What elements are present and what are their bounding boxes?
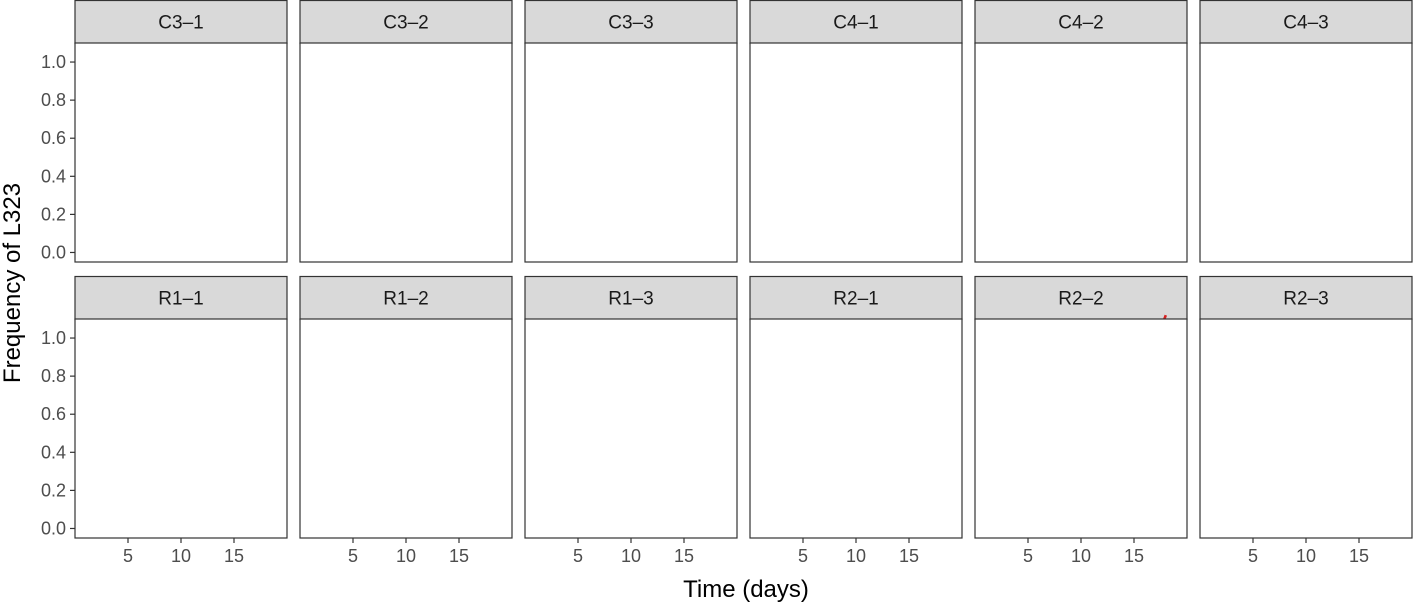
- facet-strip: [749, 0, 963, 45]
- panel-border: [749, 42, 963, 263]
- facet-title: C4–1: [833, 13, 878, 34]
- facet-strip: [74, 0, 288, 45]
- facet-strip: [524, 275, 738, 321]
- x-tick-label: 15: [1349, 546, 1369, 566]
- x-tick-label: 15: [899, 546, 919, 566]
- x-tick-label: 15: [1124, 546, 1144, 566]
- facet-title: C4–2: [1058, 13, 1103, 34]
- facet-panel: C4–2: [974, 0, 1188, 263]
- x-tick-label: 10: [621, 546, 641, 566]
- facet-strip: [74, 275, 288, 321]
- y-tick-label: 1.0: [41, 328, 66, 348]
- x-tick-label: 5: [1248, 546, 1258, 566]
- facet-title: C3–3: [608, 13, 653, 34]
- panel-border: [749, 318, 963, 539]
- facet-strip: [1199, 275, 1413, 321]
- facet-panel: R2–1: [749, 275, 963, 539]
- facet-title: R1–2: [383, 289, 428, 310]
- x-tick-label: 15: [449, 546, 469, 566]
- x-tick-label: 10: [1296, 546, 1316, 566]
- x-tick-label: 15: [674, 546, 694, 566]
- y-tick-label: 0.2: [41, 480, 66, 500]
- x-tick-label: 5: [123, 546, 133, 566]
- y-tick-label: 0.8: [41, 366, 66, 386]
- facet-strip: [299, 0, 513, 45]
- facet-panel: C4–3: [1199, 0, 1413, 263]
- facet-title: R1–3: [608, 289, 653, 310]
- panel-border: [524, 42, 738, 263]
- facet-panel: R1–1: [74, 275, 288, 539]
- x-tick-label: 5: [1023, 546, 1033, 566]
- facet-title: C3–2: [383, 13, 428, 34]
- facet-strip: [749, 275, 963, 321]
- facet-title: C4–3: [1283, 13, 1328, 34]
- x-tick-label: 10: [396, 546, 416, 566]
- panel-border: [74, 318, 288, 539]
- facet-strip: [974, 0, 1188, 45]
- x-tick-label: 10: [1071, 546, 1091, 566]
- facet-panel: R2–3: [1199, 275, 1413, 539]
- x-axis-layer: 5 10 15 5 10 15 5 10 15 5 10 15 5 10 15 5 10 15: [123, 538, 1369, 566]
- x-axis-title: Time (days): [683, 576, 809, 603]
- facet-panel: R1–3: [524, 275, 738, 539]
- panel-border: [74, 42, 288, 263]
- y-tick-label: 0.6: [41, 128, 66, 148]
- facet-panel: C3–1: [74, 0, 288, 263]
- facet-panel: C4–1: [749, 0, 963, 263]
- facet-title: R2–3: [1283, 289, 1328, 310]
- y-tick-label: 0.2: [41, 204, 66, 224]
- y-axis-layer: 0.0 0.2 0.4 0.6 0.8 1.0 0.0 0.2 0.4 0.6 0.8 1.0: [41, 52, 75, 538]
- facet-panel: R2–2: [974, 275, 1188, 539]
- y-tick-label: 0.0: [41, 242, 66, 262]
- x-tick-label: 10: [846, 546, 866, 566]
- x-tick-label: 10: [171, 546, 191, 566]
- facet-panel: C3–2: [299, 0, 513, 263]
- panels-layer: C3–1 C3–2 C3–3 C4–1 C4–2 C4–3 R1–1 R1–2 R1–3 R2–1…: [74, 0, 1413, 539]
- y-tick-label: 0.8: [41, 90, 66, 110]
- x-tick-label: 5: [798, 546, 808, 566]
- facet-panel: C3–3: [524, 0, 738, 263]
- y-axis-title: Frequency of L323: [0, 183, 26, 383]
- panel-border: [974, 42, 1188, 263]
- panel-border: [1199, 42, 1413, 263]
- facet-title: R1–1: [158, 289, 203, 310]
- y-tick-label: 0.6: [41, 404, 66, 424]
- facet-panel: R1–2: [299, 275, 513, 539]
- panel-border: [524, 318, 738, 539]
- y-tick-label: 0.4: [41, 442, 66, 462]
- panel-border: [1199, 318, 1413, 539]
- panel-border: [299, 42, 513, 263]
- facet-strip: [974, 275, 1188, 321]
- facet-title: C3–1: [158, 13, 203, 34]
- facet-strip: [1199, 0, 1413, 45]
- y-tick-label: 0.4: [41, 166, 66, 186]
- panel-border: [974, 318, 1188, 539]
- x-tick-label: 5: [348, 546, 358, 566]
- facet-title: R2–1: [833, 289, 878, 310]
- x-tick-label: 15: [224, 546, 244, 566]
- x-tick-label: 5: [573, 546, 583, 566]
- y-tick-label: 0.0: [41, 518, 66, 538]
- panel-border: [299, 318, 513, 539]
- facet-strip: [524, 0, 738, 45]
- facet-title: R2–2: [1058, 289, 1103, 310]
- y-tick-label: 1.0: [41, 52, 66, 72]
